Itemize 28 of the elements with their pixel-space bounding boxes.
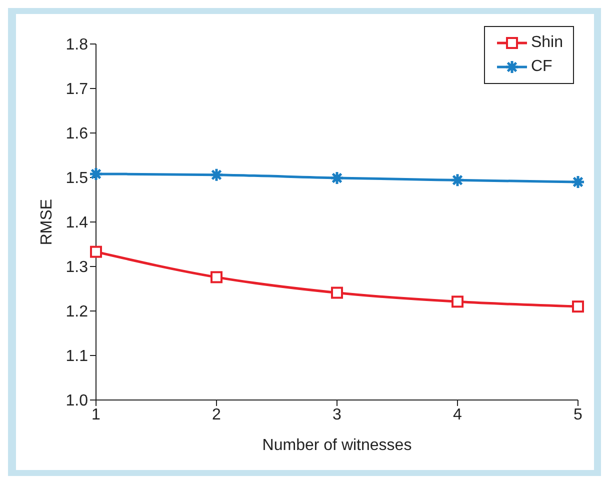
- point: [210, 271, 222, 284]
- point: [450, 172, 465, 188]
- point: [331, 286, 343, 299]
- y-tick-label: 1.0: [66, 392, 88, 410]
- x-tick-label: 3: [332, 406, 342, 424]
- x-tick-label: 4: [453, 406, 462, 424]
- point: [88, 166, 104, 182]
- y-tick-label: 1.5: [66, 170, 88, 188]
- y-tick-label: 1.7: [66, 81, 88, 98]
- y-tick-label: 1.6: [66, 126, 88, 143]
- y-tick-label: 1.4: [66, 214, 88, 232]
- point: [452, 296, 464, 308]
- x-tick-label: 2: [212, 406, 222, 424]
- y-tick-label: 1.1: [66, 348, 88, 366]
- x-tick-label: 1: [92, 406, 101, 424]
- point: [209, 168, 224, 182]
- y-axis-title: RMSE: [38, 198, 56, 246]
- y-tick-label: 1.3: [66, 259, 88, 276]
- y-tick-label: 1.8: [66, 36, 88, 54]
- x-tick-label: 5: [574, 406, 583, 424]
- point: [90, 246, 102, 258]
- point: [572, 300, 584, 313]
- legend-label: CF: [530, 58, 552, 76]
- y-tick-label: 1.2: [66, 304, 88, 321]
- legend-label: Shin: [530, 34, 563, 52]
- point: [570, 174, 586, 190]
- point: [330, 170, 344, 186]
- x-axis-title: Number of witnesses: [262, 437, 412, 454]
